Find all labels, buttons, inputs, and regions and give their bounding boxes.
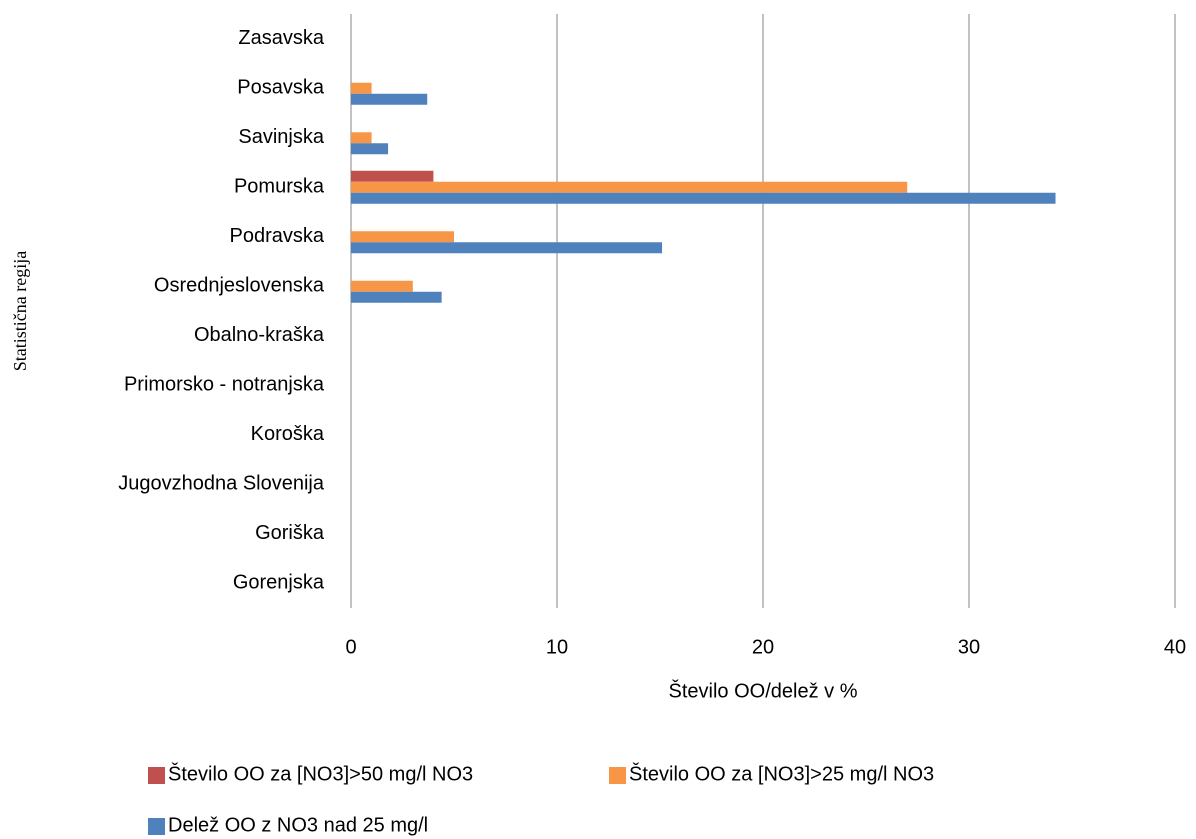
x-tick-label: 10 bbox=[546, 636, 568, 658]
y-tick-label: Primorsko - notranjska bbox=[124, 374, 325, 396]
y-tick-label: Zasavska bbox=[238, 27, 324, 49]
bar bbox=[351, 242, 663, 254]
bar bbox=[351, 181, 908, 193]
bar bbox=[351, 143, 389, 155]
bar bbox=[351, 192, 1056, 204]
y-tick-label: Goriška bbox=[255, 522, 325, 544]
y-axis-title: Statistična regija bbox=[10, 251, 30, 371]
y-tick-label: Jugovzhodna Slovenija bbox=[118, 473, 325, 495]
legend-swatch bbox=[148, 818, 165, 835]
bar bbox=[351, 132, 372, 144]
legend-swatch bbox=[609, 767, 626, 784]
legend-label: Delež OO z NO3 nad 25 mg/l bbox=[168, 814, 428, 836]
bar bbox=[351, 170, 434, 182]
legend-swatch bbox=[148, 767, 165, 784]
y-tick-label: Savinjska bbox=[238, 126, 324, 148]
x-axis-title: Število OO/delež v % bbox=[669, 679, 858, 702]
x-tick-label: 30 bbox=[958, 636, 980, 658]
y-tick-label: Gorenjska bbox=[233, 572, 325, 594]
bar bbox=[351, 93, 428, 105]
y-tick-label: Podravska bbox=[230, 225, 325, 247]
legend-label: Število OO za [NO3]>25 mg/l NO3 bbox=[629, 762, 934, 785]
y-tick-label: Koroška bbox=[251, 423, 325, 445]
y-tick-label: Pomurska bbox=[234, 176, 325, 198]
x-tick-label: 0 bbox=[345, 636, 356, 658]
bar bbox=[351, 82, 372, 94]
y-tick-label: Obalno-kraška bbox=[194, 324, 325, 346]
y-tick-label: Posavska bbox=[237, 77, 325, 99]
legend-label: Število OO za [NO3]>50 mg/l NO3 bbox=[168, 762, 473, 785]
x-tick-label: 40 bbox=[1164, 636, 1186, 658]
y-tick-label: Osrednjeslovenska bbox=[154, 275, 325, 297]
bar bbox=[351, 231, 454, 243]
bar bbox=[351, 280, 413, 292]
x-tick-label: 20 bbox=[752, 636, 774, 658]
bar bbox=[351, 291, 442, 303]
